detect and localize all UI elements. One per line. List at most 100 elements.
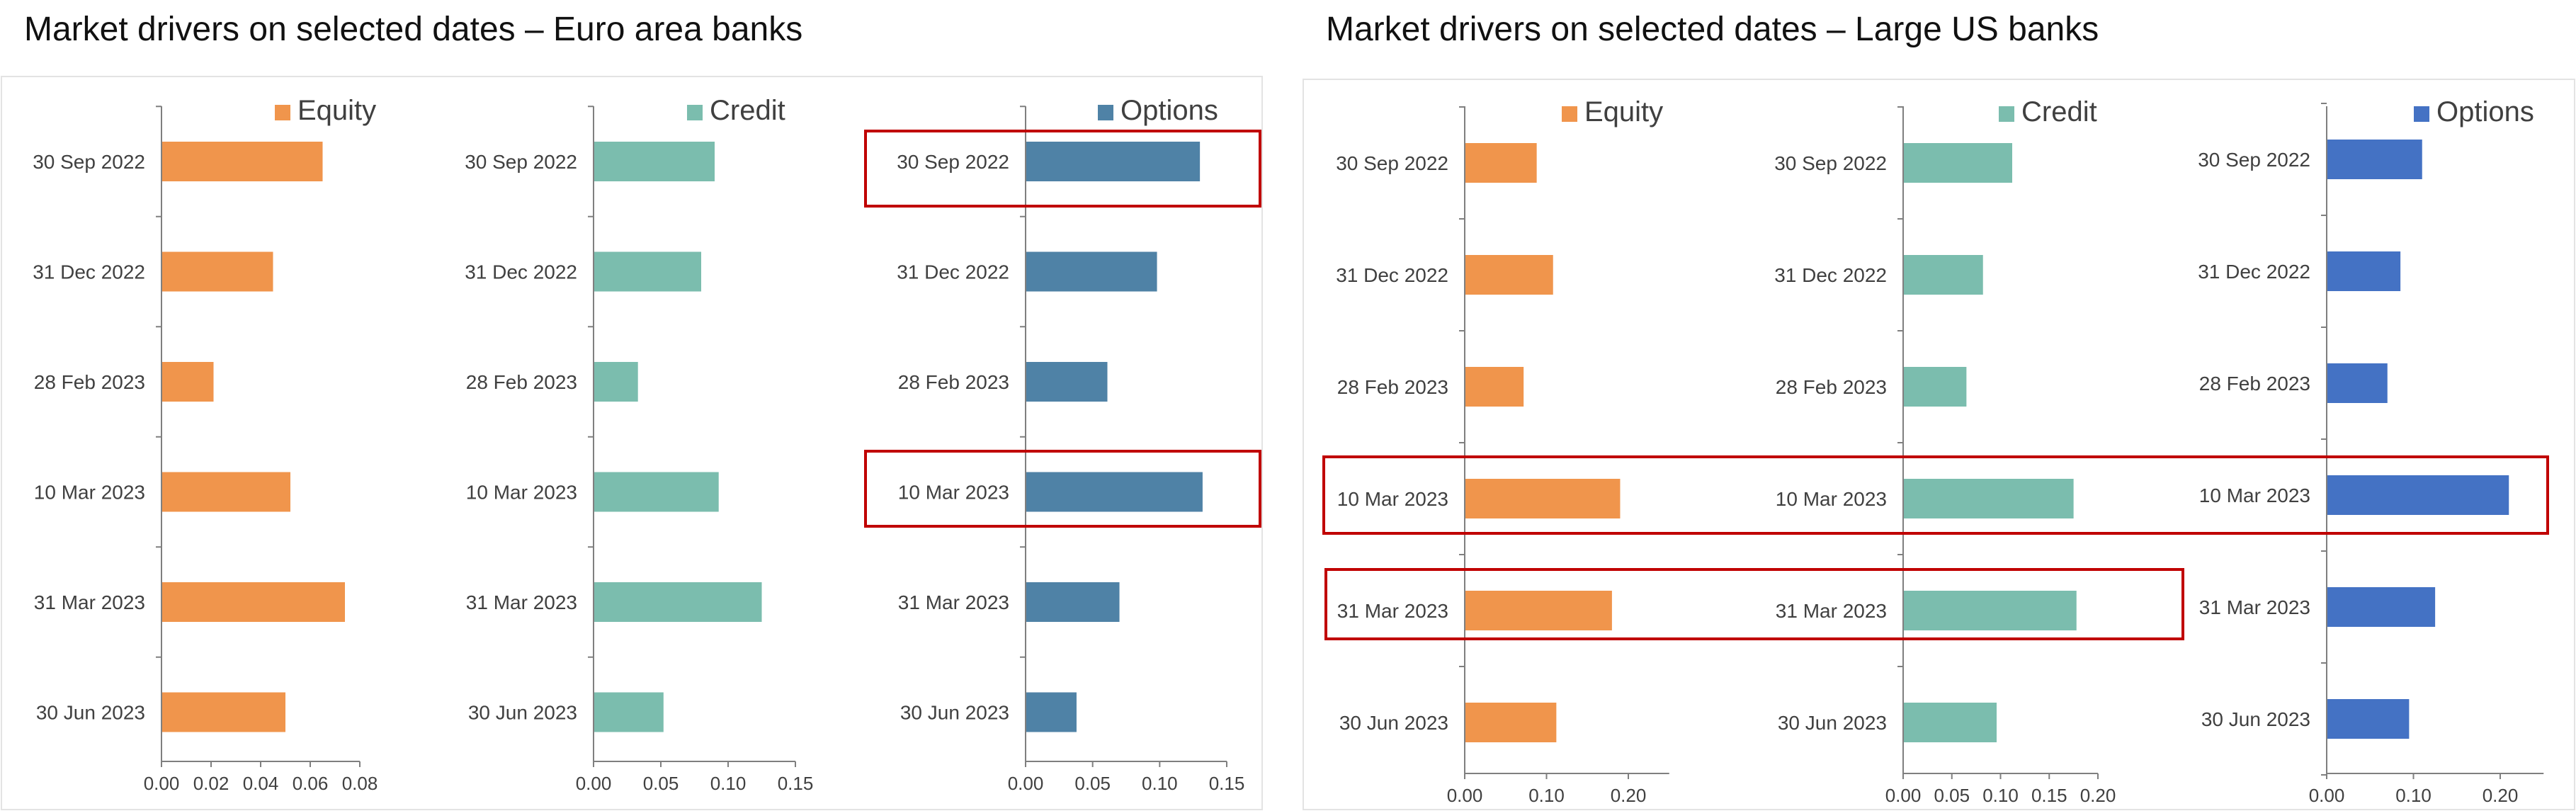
us-options-chart: 30 Sep 2022 31 Dec 2022 28 Feb 2023 10 Mar … [2198, 96, 2544, 806]
euro-credit-category-label: 31 Mar 2023 [466, 591, 577, 613]
us-options-bar-30-sep-2022 [2327, 140, 2422, 179]
us-credit-bar-31-mar-2023 [1903, 591, 2077, 630]
euro-options-legend-swatch [1098, 105, 1113, 120]
euro-equity-bar-10-mar-2023 [161, 472, 290, 512]
us-credit-bar-30-jun-2023 [1903, 703, 1997, 742]
us-options-category-label: 10 Mar 2023 [2199, 484, 2310, 506]
euro-equity-bar-28-feb-2023 [161, 362, 214, 402]
us-credit-x-tick-label: 0.05 [1934, 785, 1970, 806]
euro-options-category-label: 30 Sep 2022 [897, 151, 1009, 173]
us-equity-category-label: 30 Sep 2022 [1336, 152, 1448, 174]
euro-options-x-tick-label: 0.10 [1142, 773, 1178, 794]
us-credit-legend-label: Credit [2021, 96, 2097, 127]
us-options-category-label: 31 Mar 2023 [2199, 596, 2310, 618]
euro-equity-legend-swatch [275, 105, 290, 120]
us-equity-x-tick-label: 0.00 [1447, 785, 1483, 806]
euro-equity-category-label: 30 Sep 2022 [33, 151, 145, 173]
us-equity-legend-swatch [1562, 106, 1577, 122]
euro-credit-bar-28-feb-2023 [594, 362, 638, 402]
euro-credit-x-tick-label: 0.00 [576, 773, 612, 794]
euro-credit-bar-10-mar-2023 [594, 472, 719, 512]
euro-credit-chart: 30 Sep 2022 31 Dec 2022 28 Feb 2023 10 Mar … [465, 95, 813, 794]
us-credit-bar-31-dec-2022 [1903, 255, 1983, 295]
us-options-bar-31-mar-2023 [2327, 587, 2436, 627]
us-credit-category-label: 30 Jun 2023 [1778, 712, 1887, 734]
euro-credit-category-label: 30 Sep 2022 [465, 151, 577, 173]
us-credit-legend-swatch [1999, 106, 2014, 122]
us-credit-category-label: 10 Mar 2023 [1776, 488, 1887, 510]
us-options-category-label: 31 Dec 2022 [2198, 261, 2310, 283]
euro-equity-x-tick-label: 0.08 [342, 773, 378, 794]
euro-options-x-tick-label: 0.00 [1008, 773, 1044, 794]
euro-equity-category-label: 31 Dec 2022 [33, 261, 145, 283]
us-options-bar-28-feb-2023 [2327, 363, 2388, 403]
euro-equity-x-tick-label: 0.06 [293, 773, 329, 794]
euro-credit-legend-label: Credit [710, 95, 785, 126]
us-equity-legend-label: Equity [1584, 96, 1663, 127]
euro-options-x-tick-label: 0.15 [1209, 773, 1245, 794]
euro-panel-title: Market drivers on selected dates – Euro … [24, 11, 803, 48]
euro-credit-x-tick-label: 0.05 [643, 773, 679, 794]
us-equity-category-label: 30 Jun 2023 [1339, 712, 1448, 734]
highlight-box-2 [864, 450, 1261, 528]
us-credit-bar-30-sep-2022 [1903, 143, 2012, 183]
us-equity-category-label: 31 Dec 2022 [1336, 264, 1448, 286]
us-equity-chart: 30 Sep 2022 31 Dec 2022 28 Feb 2023 10 Mar … [1336, 96, 1669, 806]
us-panel-frame [1303, 79, 2575, 810]
euro-options-category-label: 28 Feb 2023 [898, 371, 1009, 393]
us-credit-bar-28-feb-2023 [1903, 367, 1967, 407]
euro-equity-x-tick-label: 0.00 [144, 773, 180, 794]
euro-credit-x-tick-label: 0.15 [778, 773, 814, 794]
us-equity-bar-31-mar-2023 [1465, 591, 1612, 630]
euro-credit-bar-31-dec-2022 [594, 251, 701, 292]
us-options-x-tick-label: 0.00 [2309, 785, 2345, 806]
us-equity-x-tick-label: 0.10 [1528, 785, 1565, 806]
us-equity-bar-30-sep-2022 [1465, 143, 1537, 183]
highlight-box-3 [1322, 455, 2549, 535]
euro-equity-x-tick-label: 0.04 [243, 773, 279, 794]
us-credit-bar-10-mar-2023 [1903, 479, 2074, 518]
euro-credit-category-label: 28 Feb 2023 [466, 371, 577, 393]
us-equity-bar-10-mar-2023 [1465, 479, 1621, 518]
euro-equity-bar-30-sep-2022 [161, 142, 323, 181]
us-credit-x-tick-label: 0.15 [2031, 785, 2067, 806]
us-credit-category-label: 30 Sep 2022 [1774, 152, 1887, 174]
euro-equity-category-label: 10 Mar 2023 [34, 482, 145, 504]
us-equity-category-label: 28 Feb 2023 [1337, 376, 1448, 398]
us-options-x-tick-label: 0.10 [2395, 785, 2432, 806]
us-equity-category-label: 31 Mar 2023 [1337, 600, 1448, 622]
euro-equity-bar-31-dec-2022 [161, 251, 273, 292]
euro-credit-category-label: 31 Dec 2022 [465, 261, 577, 283]
us-equity-bar-28-feb-2023 [1465, 367, 1524, 407]
euro-options-bar-30-sep-2022 [1026, 142, 1201, 181]
euro-options-bar-28-feb-2023 [1026, 362, 1108, 402]
euro-credit-category-label: 30 Jun 2023 [468, 702, 577, 724]
us-options-category-label: 30 Sep 2022 [2198, 149, 2310, 171]
euro-equity-category-label: 31 Mar 2023 [34, 591, 145, 613]
euro-credit-x-tick-label: 0.10 [710, 773, 747, 794]
us-options-bar-30-jun-2023 [2327, 699, 2410, 739]
euro-options-legend-label: Options [1120, 95, 1218, 126]
euro-credit-legend-swatch [687, 105, 703, 120]
euro-options-category-label: 10 Mar 2023 [898, 482, 1009, 504]
euro-credit-bar-30-sep-2022 [594, 142, 715, 181]
us-options-category-label: 30 Jun 2023 [2201, 708, 2310, 730]
euro-equity-bar-30-jun-2023 [161, 692, 285, 732]
us-options-bar-31-dec-2022 [2327, 251, 2401, 291]
euro-equity-legend-label: Equity [297, 95, 376, 126]
us-equity-bar-31-dec-2022 [1465, 255, 1553, 295]
us-equity-x-tick-label: 0.20 [1611, 785, 1647, 806]
euro-options-bar-31-mar-2023 [1026, 582, 1120, 622]
euro-credit-bar-30-jun-2023 [594, 692, 664, 732]
us-options-x-tick-label: 0.20 [2483, 785, 2519, 806]
us-credit-x-tick-label: 0.00 [1885, 785, 1922, 806]
euro-options-category-label: 31 Dec 2022 [897, 261, 1009, 283]
euro-options-bar-31-dec-2022 [1026, 251, 1157, 292]
us-options-legend-label: Options [2436, 96, 2534, 127]
us-options-bar-10-mar-2023 [2327, 475, 2509, 515]
euro-options-x-tick-label: 0.05 [1074, 773, 1111, 794]
us-credit-chart: 30 Sep 2022 31 Dec 2022 28 Feb 2023 10 Mar … [1774, 96, 2116, 806]
us-panel-title: Market drivers on selected dates – Large… [1326, 11, 2099, 48]
euro-equity-chart: 30 Sep 2022 31 Dec 2022 28 Feb 2023 10 Mar … [33, 95, 378, 794]
